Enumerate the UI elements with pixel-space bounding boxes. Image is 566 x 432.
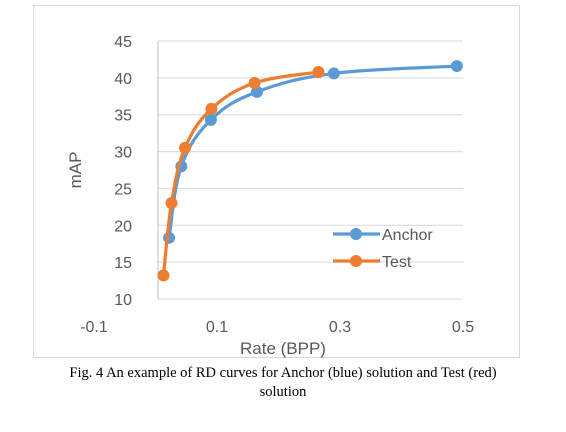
y-tick-label: 25 xyxy=(114,181,132,198)
test-data-point xyxy=(312,65,325,78)
x-tick-label: -0.1 xyxy=(80,319,108,336)
legend-test-label: Test xyxy=(382,254,412,271)
caption-line-2: solution xyxy=(259,384,307,400)
test-data-point xyxy=(165,197,178,210)
x-tick-label: 0.1 xyxy=(206,319,228,336)
rd-curve-chart: 10 15 20 25 30 35 40 45 -0.1 0.1 0.3 0.5 Rate (BPP) m… xyxy=(66,34,474,358)
y-tick-label: 30 xyxy=(114,145,132,162)
legend-anchor-marker xyxy=(350,228,362,240)
caption-line-1: Fig. 4 An example of RD curves for Ancho… xyxy=(69,365,497,381)
x-axis-title: Rate (BPP) xyxy=(240,339,326,358)
y-tick-label: 40 xyxy=(114,71,132,88)
figure-caption: Fig. 4 An example of RD curves for Ancho… xyxy=(0,364,566,402)
test-data-point xyxy=(157,269,170,282)
anchor-data-point xyxy=(450,60,463,73)
test-data-point xyxy=(248,77,261,90)
legend-anchor-label: Anchor xyxy=(382,227,433,244)
test-series-line xyxy=(161,70,321,278)
y-tick-label: 20 xyxy=(114,218,132,235)
test-data-point xyxy=(179,141,192,154)
y-tick-label: 45 xyxy=(114,34,132,51)
x-tick-label: 0.3 xyxy=(329,319,351,336)
y-tick-label: 35 xyxy=(114,108,132,125)
anchor-data-point xyxy=(204,113,217,126)
y-tick-label: 15 xyxy=(114,255,132,272)
y-tick-label: 10 xyxy=(114,292,132,309)
anchor-data-point xyxy=(327,67,340,80)
y-axis-title: mAP xyxy=(66,152,85,189)
legend-test-marker xyxy=(350,255,362,267)
x-tick-label: 0.5 xyxy=(452,319,474,336)
test-data-point xyxy=(205,102,218,115)
